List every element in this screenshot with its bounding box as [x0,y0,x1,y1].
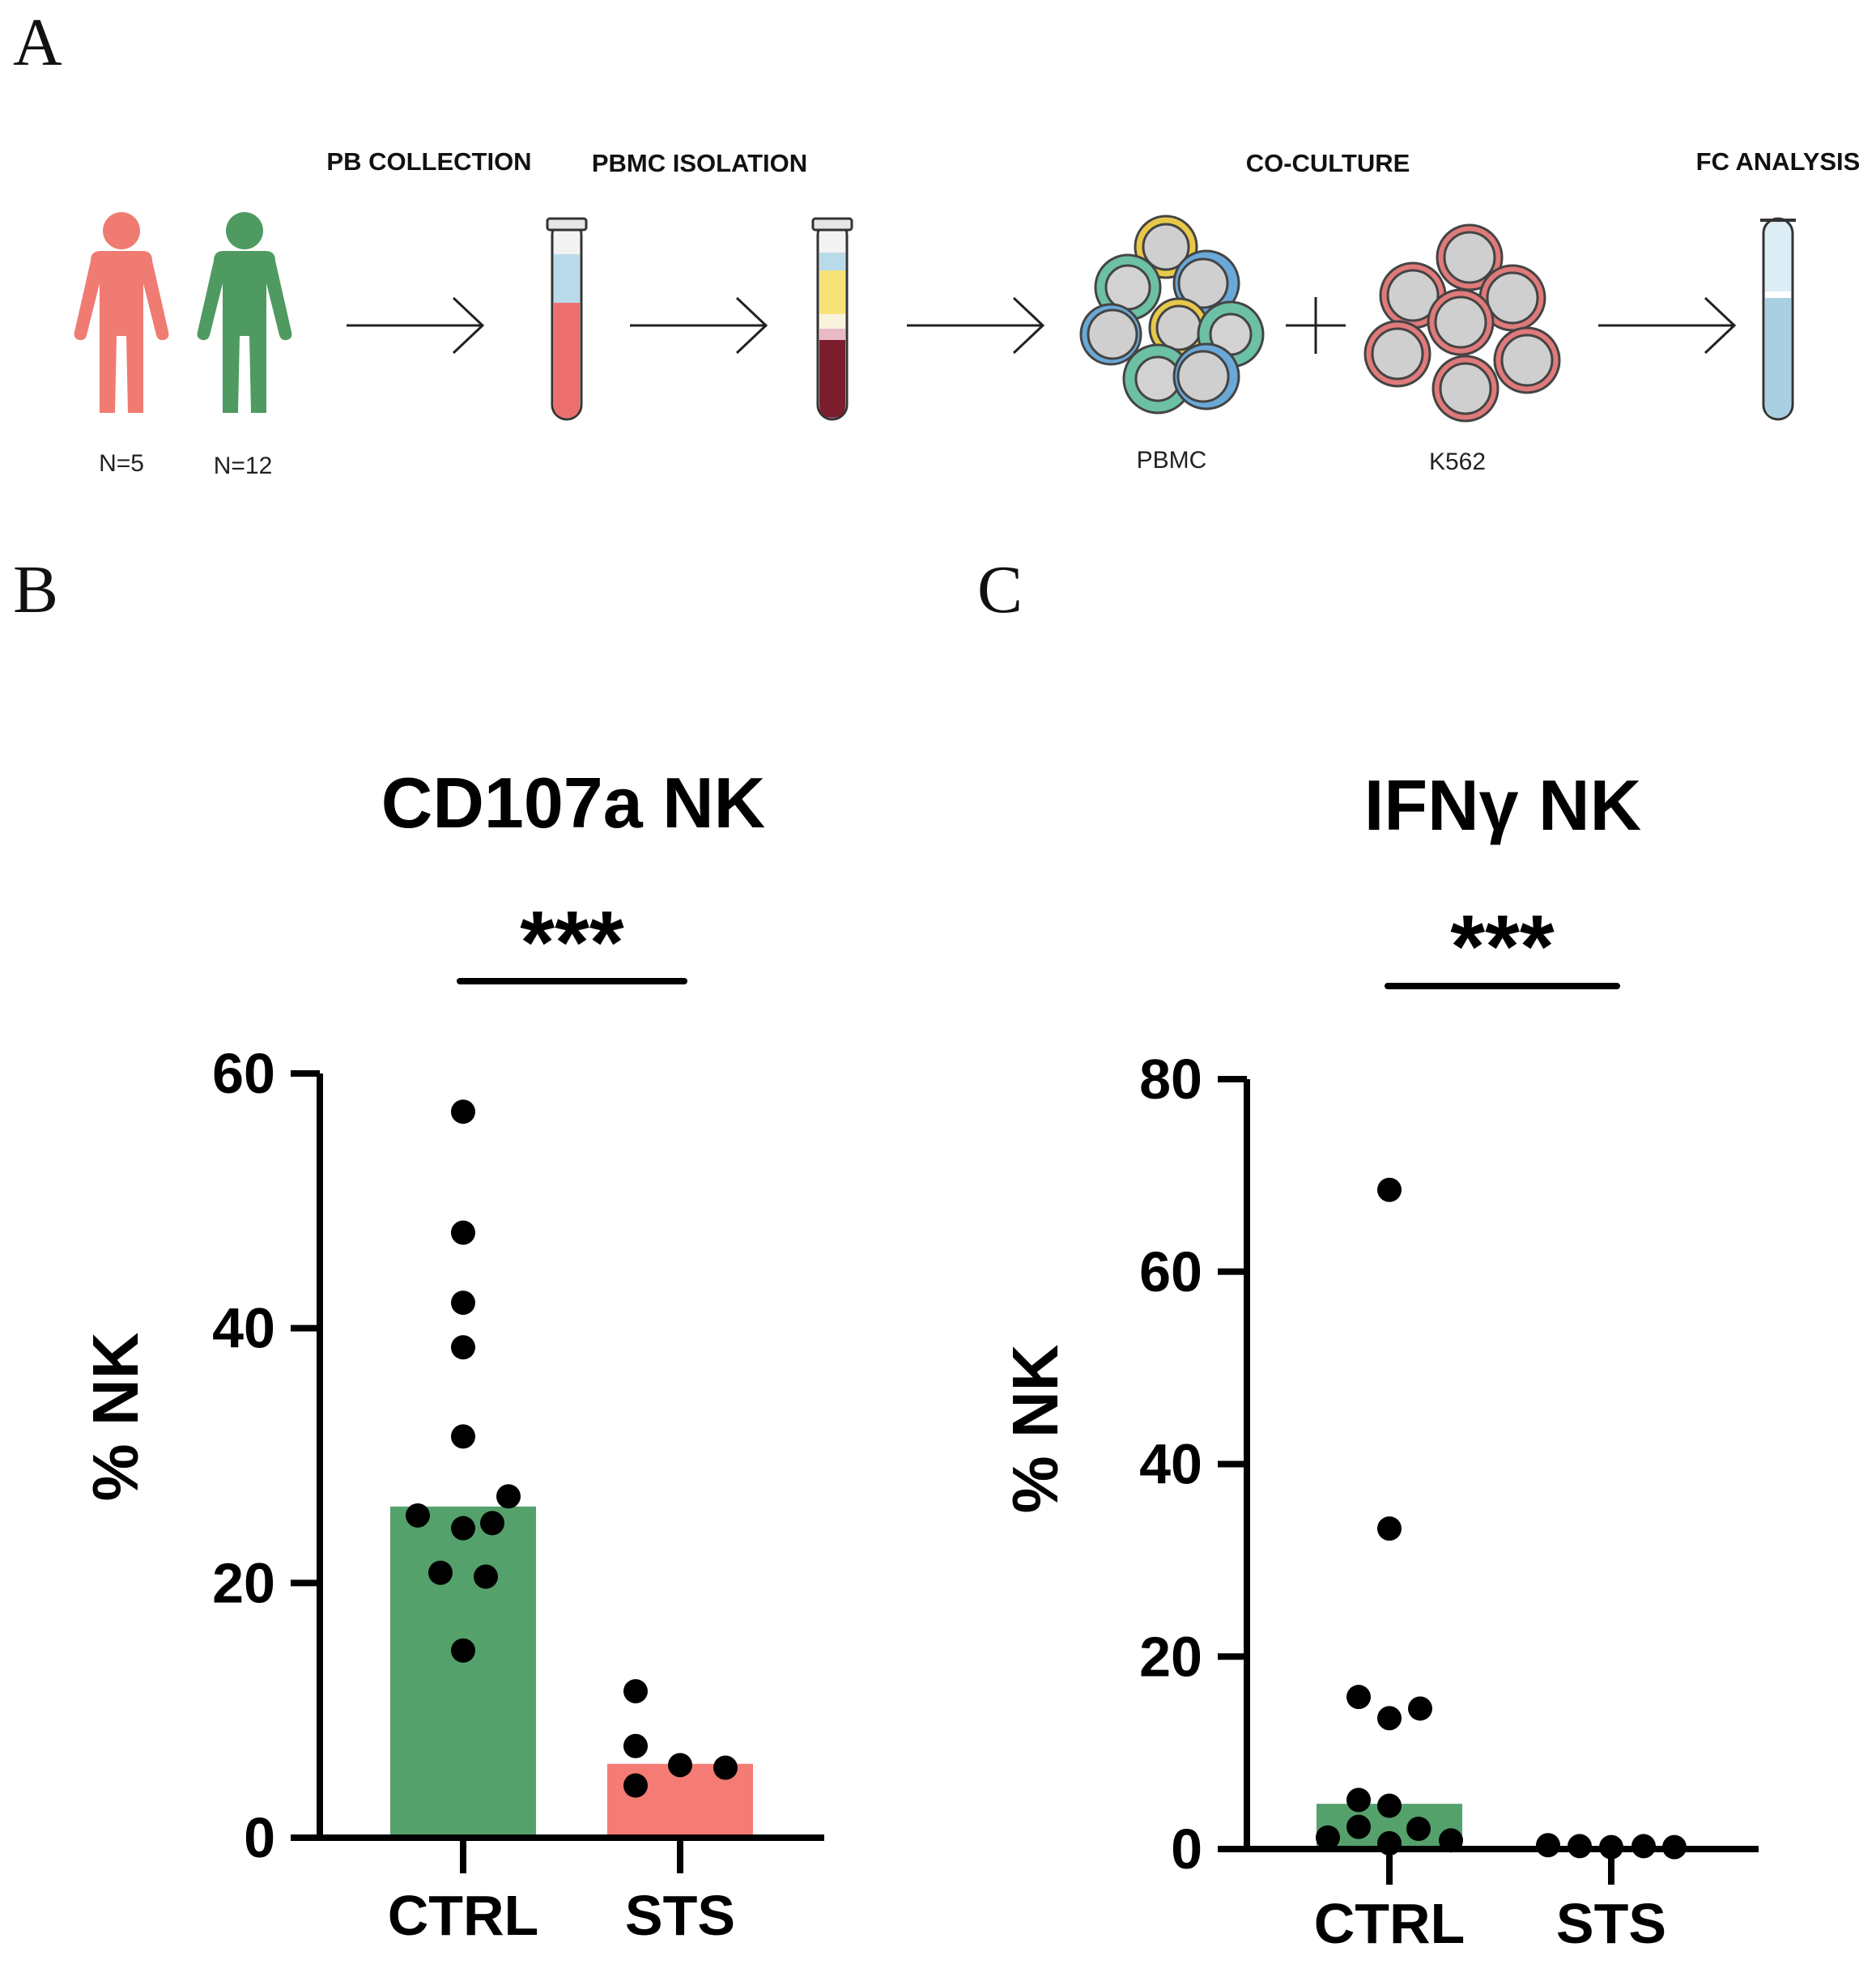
data-point-sts [1568,1834,1592,1859]
k562-label: K562 [1429,448,1486,475]
y-tick-label: 60 [212,1042,275,1105]
x-tick-label: CTRL [1314,1892,1465,1955]
data-point-ctrl [406,1503,430,1528]
panel-label-a: A [13,5,62,80]
data-point-ctrl [451,1516,475,1541]
workflow-diagram: PB COLLECTION PBMC ISOLATION CO-CULTURE … [74,147,1861,479]
person-icon-sts [74,212,169,413]
bar-ctrl [1317,1804,1462,1849]
y-tick-label: 40 [212,1297,275,1360]
data-point-ctrl [1406,1817,1431,1842]
blood-tube-icon [546,217,588,421]
arrow-icon [630,296,768,355]
bar-ctrl [390,1506,536,1838]
data-point-ctrl [451,1638,475,1663]
n-label-ctrl: N=12 [214,453,273,479]
k562-cluster-icon [1363,223,1561,423]
plus-icon [1286,297,1346,354]
y-axis-label: % NK [999,1344,1071,1513]
y-tick-label: 20 [1139,1625,1202,1688]
y-tick-label: 20 [212,1551,275,1614]
data-point-ctrl [480,1511,504,1536]
fc-tube-icon [1760,217,1796,421]
chart-title: IFNγ NK [1364,765,1641,845]
pbmc-label: PBMC [1137,447,1207,474]
person-icon-ctrl [197,212,292,413]
arrow-icon [1598,296,1737,355]
step-label-fc-analysis: FC ANALYSIS [1696,147,1861,176]
data-point-ctrl [1377,1177,1402,1202]
x-tick-label: CTRL [388,1884,539,1947]
y-tick-label: 60 [1139,1240,1202,1303]
separated-tube-icon [811,217,853,421]
step-label-co-culture: CO-CULTURE [1246,149,1410,177]
data-point-ctrl [1346,1788,1371,1813]
y-tick-label: 0 [244,1806,275,1869]
data-point-ctrl [1377,1516,1402,1541]
data-point-sts [1536,1833,1560,1858]
data-point-sts [623,1773,648,1798]
data-point-ctrl [1346,1685,1371,1710]
data-point-sts [713,1755,738,1780]
data-point-ctrl [428,1560,453,1585]
step-label-pb-collection: PB COLLECTION [326,147,531,176]
x-tick-label: STS [1556,1892,1666,1955]
y-tick-label: 80 [1139,1048,1202,1111]
data-point-ctrl [1408,1696,1432,1721]
data-point-ctrl [1439,1828,1463,1853]
bar-sts [607,1763,753,1838]
data-point-sts [1631,1834,1656,1859]
data-point-ctrl [1377,1793,1402,1818]
data-point-ctrl [474,1564,498,1589]
data-point-sts [623,1679,648,1704]
panel-label-b: B [13,552,59,627]
data-point-ctrl [496,1484,521,1509]
data-point-ctrl [451,1220,475,1245]
chart-title: CD107a NK [381,763,765,843]
data-point-sts [668,1753,692,1778]
data-point-ctrl [1377,1706,1402,1731]
data-point-sts [1599,1834,1623,1860]
data-point-ctrl [1316,1825,1340,1850]
data-point-ctrl [451,1290,475,1316]
data-point-ctrl [451,1335,475,1360]
x-tick-label: STS [625,1884,735,1947]
data-point-ctrl [451,1099,475,1124]
data-point-sts [1662,1834,1687,1860]
significance-label: *** [520,893,624,993]
bar-sts [1538,1846,1684,1849]
panel-label-c: C [977,552,1023,627]
y-tick-label: 40 [1139,1433,1202,1496]
n-label-sts: N=5 [99,450,144,477]
arrow-icon [907,296,1045,355]
data-point-ctrl [1346,1814,1371,1839]
y-tick-label: 0 [1171,1817,1202,1881]
arrow-icon [347,296,485,355]
data-point-ctrl [1377,1830,1402,1856]
y-axis-label: % NK [79,1332,151,1501]
data-point-sts [623,1733,648,1758]
significance-label: *** [1450,897,1555,997]
data-point-ctrl [451,1424,475,1449]
step-label-pbmc-isolation: PBMC ISOLATION [592,149,807,177]
pbmc-cluster-icon [1079,215,1265,414]
